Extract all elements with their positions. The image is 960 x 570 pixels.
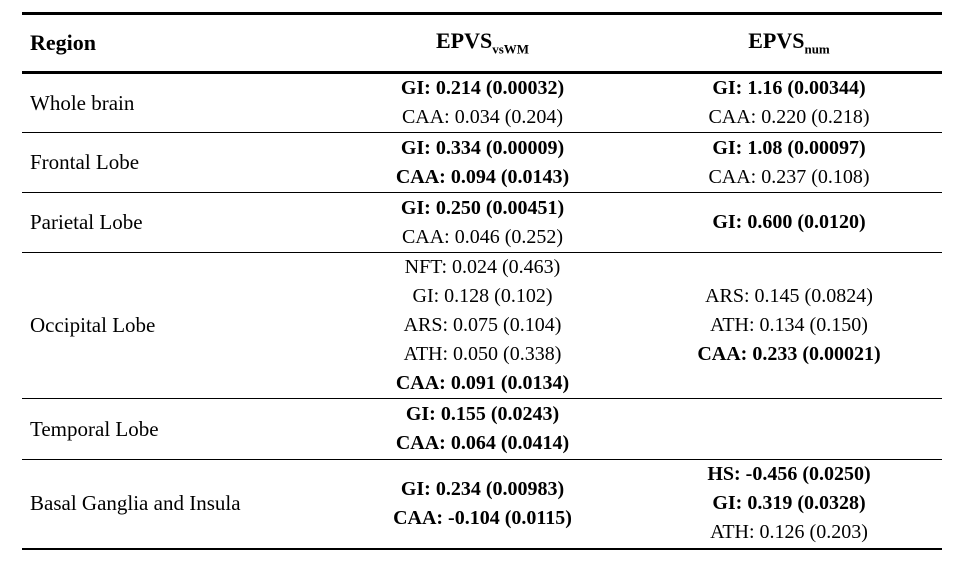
- vswm-cell: NFT: 0.024 (0.463) GI: 0.128 (0.102) ARS…: [329, 253, 636, 399]
- stat-line: ATH: 0.134 (0.150): [710, 314, 868, 336]
- region-cell: Parietal Lobe: [30, 210, 143, 234]
- table-body: Whole brain GI: 0.214 (0.00032) CAA: 0.0…: [22, 73, 942, 549]
- stat-line: GI: 0.334 (0.00009): [400, 136, 565, 159]
- epvs-num-label: EPVS: [748, 28, 805, 54]
- num-cell: GI: 1.08 (0.00097) CAA: 0.237 (0.108): [636, 133, 942, 193]
- num-cell: HS: -0.456 (0.0250) GI: 0.319 (0.0328) A…: [636, 460, 942, 549]
- stat-line: CAA: 0.237 (0.108): [708, 165, 870, 188]
- num-cell: ARS: 0.145 (0.0824) ATH: 0.134 (0.150) C…: [636, 253, 942, 399]
- table-row-whole-brain: Whole brain GI: 0.214 (0.00032) CAA: 0.0…: [22, 73, 942, 133]
- region-cell: Basal Ganglia and Insula: [30, 491, 241, 516]
- table-row-temporal-lobe: Temporal Lobe GI: 0.155 (0.0243) CAA: 0.…: [22, 399, 942, 460]
- epvs-vswm-label: EPVS: [435, 28, 493, 54]
- header-row: Region EPVSvsWM EPVSnum: [22, 14, 942, 73]
- stat-line: HS: -0.456 (0.0250): [707, 463, 871, 486]
- epvs-results-table: Region EPVSvsWM EPVSnum Whole brain GI: …: [22, 12, 942, 550]
- column-header-region: Region: [30, 30, 96, 55]
- column-header-epvs-num: EPVSnum: [636, 14, 942, 73]
- epvs-num-subscript: num: [804, 41, 830, 57]
- region-cell: Occipital Lobe: [30, 313, 156, 337]
- stat-line: CAA: 0.064 (0.0414): [395, 432, 570, 454]
- num-cell: GI: 0.600 (0.0120): [636, 193, 942, 253]
- vswm-cell: GI: 0.234 (0.00983) CAA: -0.104 (0.0115): [329, 460, 636, 549]
- num-cell: GI: 1.16 (0.00344) CAA: 0.220 (0.218): [636, 73, 942, 133]
- stat-line: GI: 1.16 (0.00344): [712, 77, 866, 99]
- stat-line: CAA: 0.091 (0.0134): [395, 372, 570, 394]
- stat-line: ARS: 0.075 (0.104): [403, 314, 562, 336]
- stat-line: CAA: 0.220 (0.218): [708, 106, 870, 128]
- table-header: Region EPVSvsWM EPVSnum: [22, 14, 942, 73]
- stat-line: GI: 0.155 (0.0243): [405, 403, 560, 425]
- stat-line: GI: 0.128 (0.102): [412, 285, 553, 307]
- stat-line: ARS: 0.145 (0.0824): [705, 285, 873, 307]
- stat-line: CAA: 0.046 (0.252): [401, 225, 564, 248]
- column-header-epvs-vswm: EPVSvsWM: [329, 14, 636, 73]
- table-row-frontal-lobe: Frontal Lobe GI: 0.334 (0.00009) CAA: 0.…: [22, 133, 942, 193]
- stat-line: GI: 0.319 (0.0328): [712, 492, 866, 515]
- stat-line: CAA: 0.233 (0.00021): [697, 343, 881, 365]
- epvs-vswm-subscript: vsWM: [492, 41, 530, 57]
- stat-line: GI: 0.250 (0.00451): [400, 196, 565, 219]
- table-row-occipital-lobe: Occipital Lobe NFT: 0.024 (0.463) GI: 0.…: [22, 253, 942, 399]
- num-cell-empty: [636, 399, 942, 460]
- stat-line: CAA: -0.104 (0.0115): [393, 506, 572, 529]
- vswm-cell: GI: 0.155 (0.0243) CAA: 0.064 (0.0414): [329, 399, 636, 460]
- results-table-container: Region EPVSvsWM EPVSnum Whole brain GI: …: [22, 12, 942, 550]
- stat-line: ATH: 0.050 (0.338): [403, 343, 562, 365]
- vswm-cell: GI: 0.334 (0.00009) CAA: 0.094 (0.0143): [329, 133, 636, 193]
- stat-line: ATH: 0.126 (0.203): [710, 521, 868, 544]
- stat-line: GI: 1.08 (0.00097): [712, 136, 866, 159]
- table-row-parietal-lobe: Parietal Lobe GI: 0.250 (0.00451) CAA: 0…: [22, 193, 942, 253]
- region-cell: Frontal Lobe: [30, 150, 140, 174]
- stat-line: GI: 0.234 (0.00983): [400, 477, 565, 500]
- vswm-cell: GI: 0.250 (0.00451) CAA: 0.046 (0.252): [329, 193, 636, 253]
- table-row-basal-ganglia-and-insula: Basal Ganglia and Insula GI: 0.234 (0.00…: [22, 460, 942, 549]
- stat-line: GI: 0.214 (0.00032): [400, 77, 565, 99]
- stat-line: GI: 0.600 (0.0120): [712, 211, 866, 233]
- stat-line: CAA: 0.034 (0.204): [401, 106, 564, 128]
- stat-line: NFT: 0.024 (0.463): [404, 256, 561, 278]
- stat-line: CAA: 0.094 (0.0143): [395, 165, 570, 188]
- vswm-cell: GI: 0.214 (0.00032) CAA: 0.034 (0.204): [329, 73, 636, 133]
- region-cell: Temporal Lobe: [30, 416, 159, 441]
- region-cell: Whole brain: [30, 90, 135, 115]
